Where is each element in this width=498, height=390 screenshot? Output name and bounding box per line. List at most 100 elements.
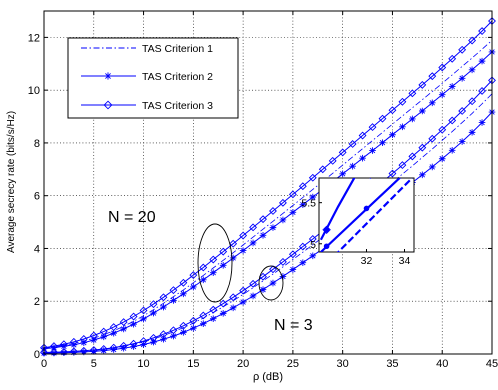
series-point: [318, 165, 327, 174]
series-point: [149, 300, 158, 309]
x-tick-label: 25: [287, 358, 299, 370]
annotation-n20: N = 20: [108, 209, 156, 226]
inset-x-tick-label: 32: [361, 255, 373, 267]
series-point: [279, 216, 287, 224]
series-point: [278, 257, 287, 266]
x-tick-label: 35: [386, 358, 398, 370]
series-point: [259, 215, 267, 224]
series-point: [269, 279, 277, 287]
legend-label-3: TAS Criterion 3: [142, 100, 213, 112]
series-point: [448, 54, 457, 63]
y-tick-label: 12: [28, 32, 40, 44]
series-point: [388, 169, 397, 178]
inset-y-tick-label: 5.5: [301, 198, 316, 210]
series-point: [110, 329, 117, 337]
series-point: [199, 320, 207, 327]
series-point: [309, 252, 317, 260]
x-axis-label: ρ (dB): [253, 371, 283, 383]
series-point: [249, 292, 257, 300]
series-point: [109, 343, 118, 352]
series-point: [209, 255, 218, 264]
n3-ellipse: [258, 265, 284, 301]
series-point: [239, 286, 248, 295]
series-point: [100, 333, 108, 341]
x-tick-label: 15: [187, 358, 199, 370]
series-point: [140, 315, 147, 323]
series-point: [299, 201, 307, 208]
series-point: [269, 265, 277, 274]
series-point: [60, 349, 68, 356]
inset-x-tick-label: 34: [399, 255, 411, 267]
series-point: [50, 344, 58, 351]
group-ellipses: [197, 223, 284, 303]
y-axis-label: Average secrecy rate (bits/s/Hz): [6, 111, 17, 253]
series-point: [229, 254, 237, 262]
series-point: [298, 182, 307, 191]
series-n20-tas-criterion-1: [43, 40, 493, 349]
grid: [43, 11, 493, 355]
series-point: [418, 143, 427, 152]
series-point: [428, 99, 436, 107]
series-point: [288, 190, 297, 199]
legend-marker-3: [103, 100, 113, 110]
series-point: [478, 87, 486, 95]
series-point: [369, 147, 376, 154]
series-point: [89, 346, 98, 354]
y-tick-label: 2: [34, 296, 40, 308]
series-point: [408, 89, 417, 98]
series-point: [388, 106, 397, 115]
series-point: [189, 316, 198, 325]
series-point: [458, 138, 466, 145]
y-tick-label: 8: [34, 138, 40, 150]
inset-point: [322, 225, 331, 235]
inset-series: 32 34 5 5.5: [301, 172, 413, 267]
legend-label-2: TAS Criterion 2: [142, 71, 213, 83]
inset-y-tick-label: 5: [310, 239, 316, 251]
series-point: [379, 139, 386, 146]
n20-ellipse: [197, 223, 233, 303]
series-point: [99, 345, 108, 353]
series-point: [90, 348, 98, 355]
series-point: [219, 247, 228, 256]
series-line: [43, 80, 493, 353]
series-point: [249, 279, 258, 288]
inset-point: [368, 172, 374, 178]
x-tick-label: 30: [337, 358, 349, 370]
series-point: [349, 162, 356, 170]
series-point: [348, 140, 357, 148]
inset-point: [363, 205, 370, 212]
series-point: [189, 271, 198, 280]
series-point: [288, 250, 297, 259]
series-point: [99, 327, 108, 336]
series-point: [328, 156, 337, 165]
series-point: [428, 134, 437, 143]
series-point: [448, 116, 457, 125]
y-tick-label: 0: [34, 349, 40, 361]
series-point: [110, 346, 117, 353]
series-point: [259, 286, 267, 293]
series-point: [69, 337, 78, 346]
series-point: [448, 83, 456, 90]
series-point: [289, 209, 297, 216]
series-point: [190, 324, 197, 332]
series-point: [90, 336, 98, 344]
series-point: [120, 344, 127, 352]
x-tick-label: 0: [41, 358, 47, 370]
inset-plot: [319, 172, 413, 252]
series-point: [209, 269, 217, 277]
series-point: [149, 333, 158, 342]
series-point: [358, 131, 367, 140]
series-point: [308, 235, 317, 243]
series-point: [359, 154, 366, 162]
series-n20-tas-criterion-3: [40, 17, 496, 352]
series-point: [279, 273, 287, 280]
series-point: [338, 148, 347, 157]
series-point: [219, 310, 227, 317]
series-point: [418, 80, 427, 89]
series-point: [478, 27, 486, 35]
series-point: [458, 45, 467, 54]
series-point: [438, 63, 447, 72]
y-tick-label: 6: [34, 191, 40, 203]
series-point: [249, 223, 258, 232]
